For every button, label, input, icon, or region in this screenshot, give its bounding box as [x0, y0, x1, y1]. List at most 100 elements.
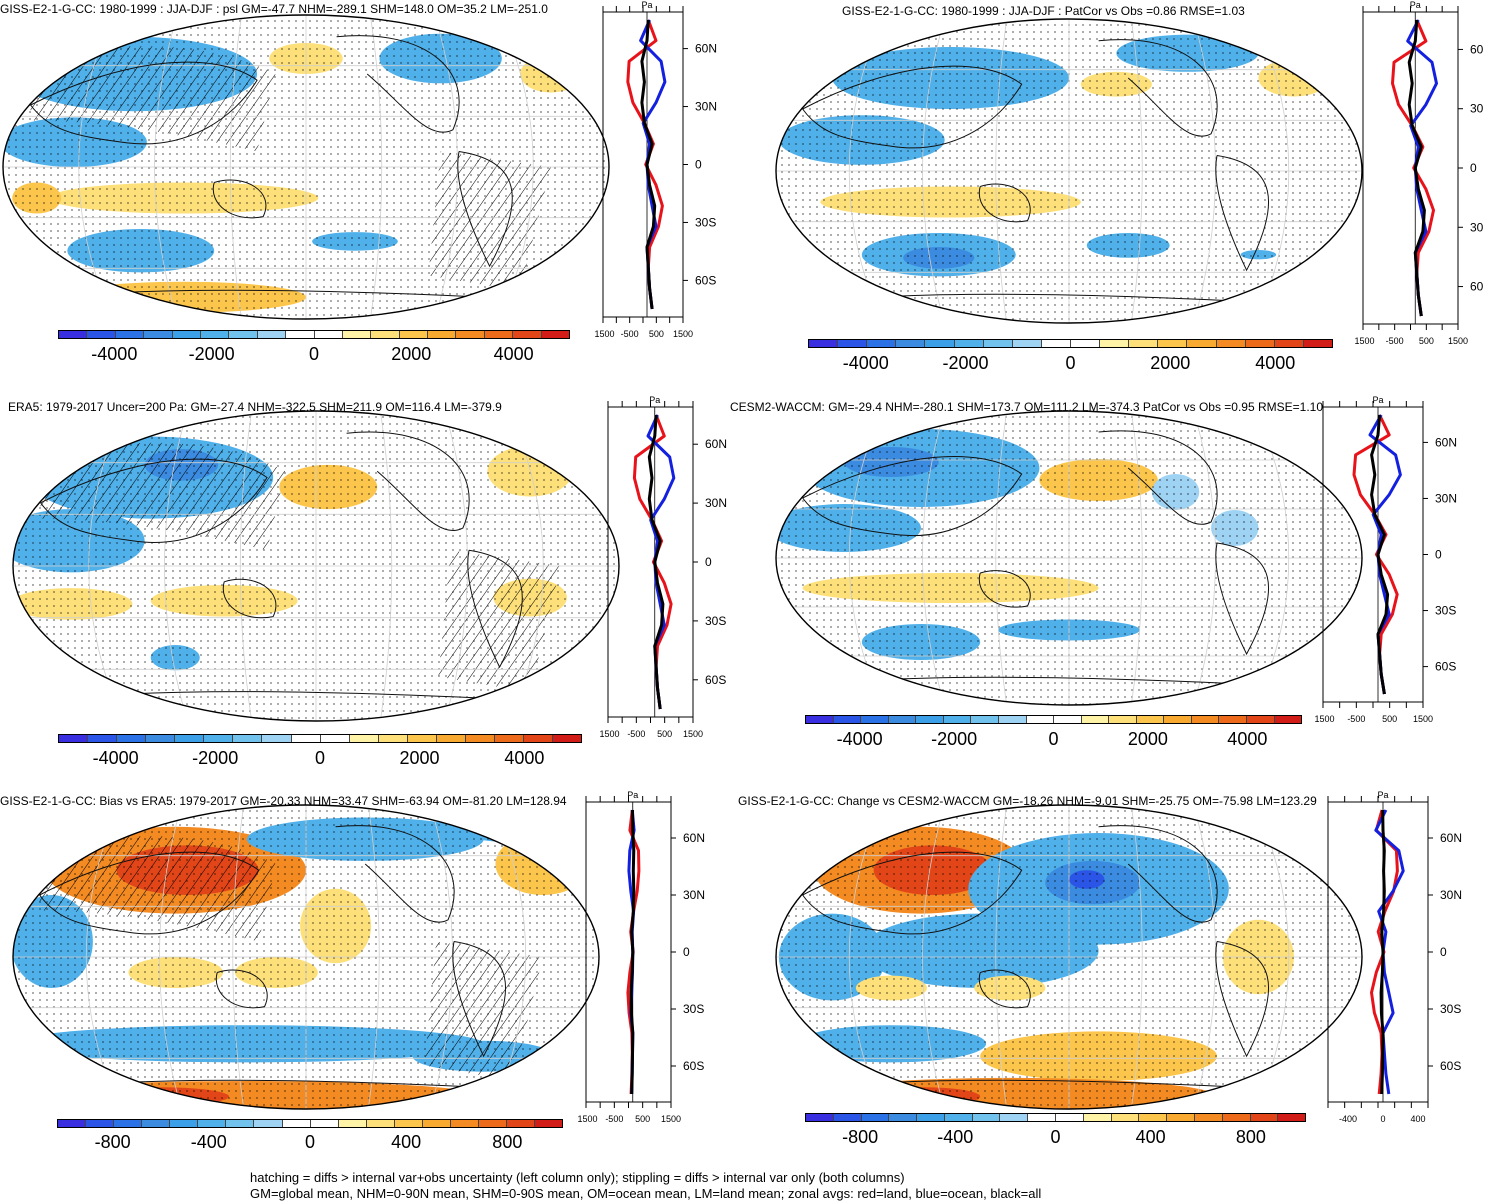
panel-title: CESM2-WACCM: GM=-29.4 NHM=-280.1 SHM=173… [730, 400, 1324, 414]
graticule-line [922, 805, 945, 1109]
colorbar-swatch [1245, 340, 1275, 347]
x-tick-label: 500 [1419, 336, 1434, 346]
panel-title: GISS-E2-1-G-CC: Bias vs ERA5: 1979-2017 … [0, 794, 567, 808]
latitude-label: 30N [705, 496, 727, 510]
coastline [215, 969, 268, 1009]
coastline [457, 151, 513, 268]
latitude-label: 60S [695, 273, 716, 287]
colorbar-swatch [200, 331, 230, 338]
colorbar-swatch [1274, 716, 1302, 723]
colorbar-swatch [450, 1120, 479, 1127]
colorbar-swatch [436, 735, 466, 742]
latitude-label: 30S [1440, 1002, 1461, 1016]
latitude-label: 60S [683, 1059, 704, 1073]
colorbar-tick: 4000 [504, 748, 545, 768]
latitude-label: 60N [683, 831, 705, 845]
colorbar-swatch [320, 735, 350, 742]
colorbar-swatch [175, 735, 205, 742]
latitude-label: 60N [705, 437, 727, 451]
colorbar-tick: -2000 [192, 748, 239, 768]
colorbar-swatch [1216, 340, 1246, 347]
zonal-average-profile: Pa 60N 30N 0 30S 60S -400 0 400 [1327, 790, 1462, 1124]
colorbar-swatch [59, 735, 89, 742]
coastline [802, 456, 1023, 536]
x-tick-label: 500 [649, 329, 664, 339]
colorbar-swatch [553, 735, 582, 742]
graticule-line [922, 411, 945, 705]
coastline [1098, 825, 1218, 923]
latitude-label: 60S [1440, 1059, 1461, 1073]
world-map-psl [2, 14, 610, 320]
colorbar-swatch [342, 331, 372, 338]
colorbar [808, 339, 1333, 348]
latitude-label: 60 [1470, 42, 1484, 56]
graticule-line [164, 411, 188, 721]
zonal-average-profile: Pa 60N 30N 0 30S 60S -1500 -500 500 1500 [600, 395, 727, 739]
colorbar-tick: 2000 [391, 344, 432, 364]
colorbar-swatch [861, 716, 889, 723]
colorbar-swatch [428, 331, 457, 338]
coastline [212, 179, 267, 219]
latitude-label: 0 [1440, 945, 1447, 959]
colorbar-tick: -2000 [188, 344, 235, 364]
latitude-label: 30 [1470, 102, 1484, 116]
colorbar-swatch [1056, 1114, 1084, 1121]
colorbar-swatch [456, 331, 485, 338]
coastline [222, 578, 277, 619]
colorbar-swatch [338, 1120, 367, 1127]
x-tick-label: 1500 [1448, 336, 1468, 346]
latitude-label: 30S [695, 215, 716, 229]
latitude-label: 0 [683, 945, 690, 959]
colorbar-swatch [1041, 340, 1071, 347]
colorbar-swatch [867, 340, 897, 347]
coastline [978, 570, 1031, 608]
caption-line-hatching: hatching = diffs > internal var+obs unce… [250, 1170, 905, 1185]
profile-curve-all [1407, 19, 1426, 317]
colorbar-swatch [833, 1114, 862, 1121]
colorbar [805, 1113, 1306, 1122]
profile-frame [1327, 801, 1429, 1103]
latitude-label: 0 [705, 555, 712, 569]
world-map-change [775, 804, 1363, 1110]
colorbar-swatch [484, 331, 514, 338]
x-tick-label: -500 [605, 1114, 623, 1124]
map-field [13, 411, 619, 721]
latitude-label: 30N [1435, 491, 1457, 505]
latitude-label: 0 [1470, 161, 1477, 175]
colorbar-swatch [541, 331, 570, 338]
colorbar-tick: -2000 [942, 353, 989, 373]
colorbar-swatch [954, 340, 984, 347]
colorbar-swatch [1158, 340, 1188, 347]
colorbar-swatch [535, 1120, 563, 1127]
coastline [802, 65, 1023, 149]
colorbar-tick: 4000 [1255, 353, 1296, 373]
x-tick-label: -500 [627, 729, 645, 739]
graticule-line [159, 805, 182, 1109]
colorbar-swatch [1247, 716, 1275, 723]
unit-label: Pa [641, 0, 652, 10]
colorbar-swatch [513, 331, 542, 338]
zonal-average-profile: Pa 60 30 0 30 60 -1500 -500 500 1500 [1355, 0, 1484, 346]
colorbar-swatch [254, 1120, 283, 1127]
colorbar-swatch [1000, 1114, 1029, 1121]
unit-label: Pa [1410, 0, 1421, 10]
colorbar-tick: -4000 [92, 748, 139, 768]
colorbar-swatch [198, 1120, 227, 1127]
colorbar-labels: -800 -400 0 400 800 [805, 1127, 1306, 1149]
latitude-label: 60 [1470, 280, 1484, 294]
colorbar [805, 715, 1302, 724]
colorbar-tick: 2000 [1150, 353, 1191, 373]
profile-curve-all [647, 414, 665, 710]
latitude-label: 0 [1435, 548, 1442, 562]
map-outline [775, 410, 1363, 706]
map-outline [2, 14, 610, 320]
latitude-label: 60S [1435, 660, 1456, 674]
latitude-label: 60N [1440, 831, 1462, 845]
panel-title: GISS-E2-1-G-CC: 1980-1999 : JJA-DJF : Pa… [842, 4, 1245, 18]
graticule-line [232, 805, 245, 1109]
colorbar-labels: -4000 -2000 0 2000 4000 [808, 353, 1333, 375]
colorbar-swatch [809, 340, 839, 347]
colorbar-tick: 0 [1048, 729, 1059, 749]
colorbar-swatch [1109, 716, 1137, 723]
coastline [452, 941, 507, 1058]
